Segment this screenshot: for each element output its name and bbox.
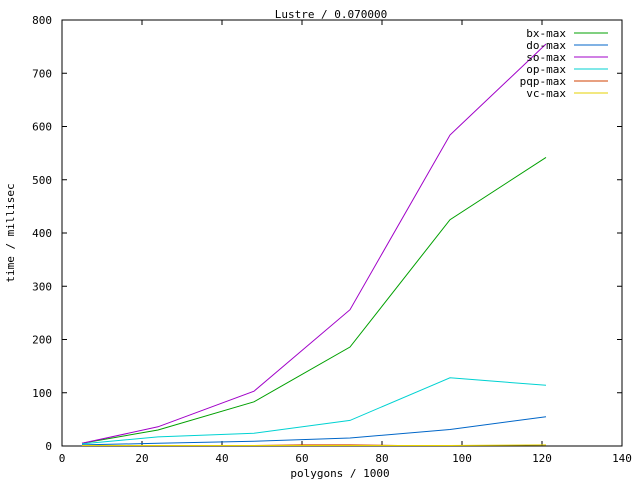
y-axis: 0 100 200 300 400 500 600 700 800	[32, 14, 622, 453]
x-axis: 0 20 40 60 80 100 120 140	[59, 20, 632, 465]
x-tick-label: 140	[612, 452, 632, 465]
y-tick-label: 600	[32, 121, 52, 134]
legend-label-op-max: op-max	[526, 63, 566, 76]
legend-label-so-max: so-max	[526, 51, 566, 64]
x-tick-label: 40	[215, 452, 228, 465]
y-tick-label: 500	[32, 174, 52, 187]
y-tick-label: 100	[32, 387, 52, 400]
x-tick-label: 60	[295, 452, 308, 465]
series-layer	[81, 43, 547, 446]
chart-title: Lustre / 0.070000	[275, 8, 388, 21]
y-tick-label: 800	[32, 14, 52, 27]
y-tick-label: 700	[32, 67, 52, 80]
series-line-bx-max	[81, 156, 547, 444]
x-tick-label: 80	[375, 452, 388, 465]
legend-label-pqp-max: pqp-max	[520, 75, 567, 88]
y-tick-label: 300	[32, 280, 52, 293]
y-tick-label: 400	[32, 227, 52, 240]
legend-label-vc-max: vc-max	[526, 87, 566, 100]
x-tick-label: 20	[135, 452, 148, 465]
y-axis-label: time / millisec	[4, 183, 17, 282]
series-line-op-max	[81, 377, 547, 445]
legend-label-do-max: do-max	[526, 39, 566, 52]
x-tick-label: 120	[532, 452, 552, 465]
series-line-so-max	[81, 43, 547, 444]
x-axis-label: polygons / 1000	[290, 467, 389, 480]
x-tick-label: 0	[59, 452, 66, 465]
legend-label-bx-max: bx-max	[526, 27, 566, 40]
series-line-vc-max	[82, 444, 547, 446]
series-line-do-max	[81, 416, 547, 446]
x-tick-label: 100	[452, 452, 472, 465]
y-tick-label: 200	[32, 334, 52, 347]
y-tick-label: 0	[45, 440, 52, 453]
